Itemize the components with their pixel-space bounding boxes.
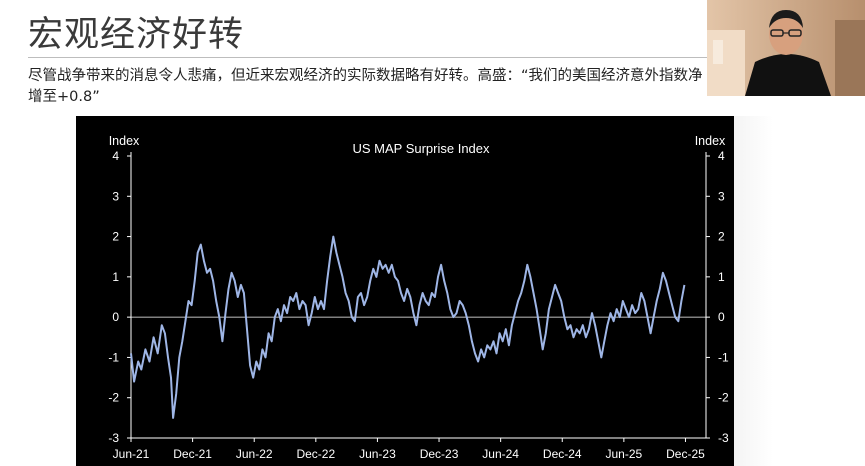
y-tick-label-right: 0	[718, 310, 725, 324]
x-tick-label: Dec-24	[543, 447, 582, 461]
x-tick-label: Dec-21	[173, 447, 212, 461]
y-tick-label-left: -1	[108, 350, 119, 364]
surprise-index-chart: US MAP Surprise Index Index Index 4 4 3 3 2 2…	[108, 134, 729, 461]
y-tick-label-right: -1	[718, 350, 729, 364]
y-tick-label-right: 1	[718, 270, 725, 284]
webcam-video	[707, 0, 865, 96]
left-axis-label: Index	[109, 134, 140, 148]
slide-title: 宏观经济好转	[28, 15, 245, 55]
title-divider	[28, 57, 708, 58]
x-tick-label: Jun-25	[606, 447, 643, 461]
x-tick-label: Jun-21	[113, 447, 150, 461]
x-tick-label: Jun-22	[236, 447, 273, 461]
y-tick-label-left: 1	[112, 270, 119, 284]
y-tick-label-left: 4	[112, 149, 119, 163]
x-tick-label: Dec-23	[420, 447, 459, 461]
right-axis-label: Index	[695, 134, 726, 148]
y-tick-label-left: -2	[108, 391, 119, 405]
y-tick-label-right: 2	[718, 230, 725, 244]
left-margin	[0, 116, 76, 466]
right-margin	[734, 116, 865, 466]
series-line-0	[130, 235, 686, 419]
y-tick-label-left: 2	[112, 230, 119, 244]
x-tick-label: Dec-22	[296, 447, 335, 461]
y-tick-label-right: -2	[718, 391, 729, 405]
slide-subtitle: 尽管战争带来的消息令人悲痛，但近来宏观经济的实际数据略有好转。高盛：“我们的美国…	[28, 68, 703, 105]
chart-panel: US MAP Surprise Index Index Index 4 4 3 3 2 2…	[76, 116, 734, 466]
presenter-image	[707, 0, 865, 96]
y-tick-label-left: -3	[108, 431, 119, 445]
x-tick-label: Jun-24	[482, 447, 519, 461]
y-tick-label-right: 4	[718, 149, 725, 163]
y-tick-label-right: -3	[718, 431, 729, 445]
y-tick-label-left: 3	[112, 189, 119, 203]
x-tick-label: Jun-23	[359, 447, 396, 461]
x-tick-label: Dec-25	[666, 447, 705, 461]
chart-title: US MAP Surprise Index	[352, 141, 490, 156]
y-tick-label-right: 3	[718, 189, 725, 203]
y-tick-label-left: 0	[112, 310, 119, 324]
